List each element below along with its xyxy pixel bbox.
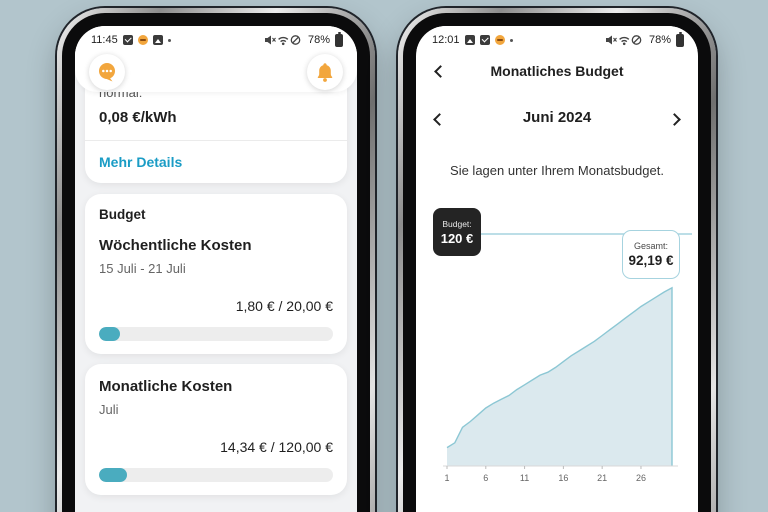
bell-icon: [317, 63, 333, 82]
x-axis-label: 26: [636, 473, 646, 483]
total-costs-label: Gesamt:: [633, 241, 668, 251]
speaker-muted-icon: [264, 35, 271, 45]
left-phone-bezel: 11:45 78%: [62, 13, 370, 512]
checkbox-icon: [479, 35, 490, 45]
x-axis-label: 16: [558, 473, 568, 483]
right-phone-mockup: 12:01 78%: [398, 8, 716, 512]
weekly-costs-period: 15 Juli - 21 Juli: [99, 261, 186, 276]
budget-chart: 1 6 11 16 21 26 Budget: 120 € Gesamt: 92,19 €: [416, 26, 698, 512]
weekly-costs-title: Wöchentliche Kosten: [99, 237, 252, 254]
speaker-muted-icon: [605, 35, 612, 45]
month-navigation: Juni 2024: [416, 106, 698, 130]
monthly-progress-fill: [99, 468, 128, 482]
budget-card: Budget Wöchentliche Kosten 15 Juli - 21 …: [85, 194, 347, 354]
scroll-content[interactable]: normal: 0,08 €/kWh Mehr Details Budget W…: [75, 50, 357, 512]
cumulative-cost-area: [447, 287, 672, 466]
wifi-icon: [278, 36, 289, 40]
budget-limit-value: 120 €: [440, 230, 474, 246]
weekly-progress-track: [99, 327, 333, 341]
monthly-costs-title: Monatliche Kosten: [99, 378, 233, 395]
left-phone-mockup: 11:45 78%: [57, 8, 375, 512]
more-details-link[interactable]: Mehr Details: [99, 154, 183, 170]
wifi-icon: [619, 36, 630, 40]
x-axis-label: 6: [483, 473, 488, 483]
budget-limit-label: Budget:: [442, 218, 472, 229]
divider: [85, 140, 347, 141]
month-label: Juni 2024: [522, 109, 592, 126]
budget-chart-svg: 1 6 11 16 21 26: [443, 233, 692, 483]
do-not-disturb-icon: [631, 35, 642, 45]
monthly-costs-period: Juli: [99, 402, 119, 417]
right-phone-screen: 12:01 78%: [416, 26, 698, 512]
app-header: [75, 50, 357, 92]
orange-app-icon: [494, 35, 505, 45]
chat-bubble-icon: [99, 63, 115, 82]
battery-percent: 78%: [648, 34, 671, 46]
x-axis-label: 21: [597, 473, 607, 483]
budget-card-title: Budget: [99, 207, 146, 222]
page-header: Monatliches Budget: [416, 58, 698, 84]
battery-icon: [335, 31, 343, 47]
monthly-progress-track: [99, 468, 333, 482]
page-title: Monatliches Budget: [490, 63, 624, 79]
total-costs-badge: Gesamt: 92,19 €: [622, 230, 680, 279]
right-status-bar: 12:01 78%: [416, 26, 698, 50]
gallery-icon: [464, 35, 475, 45]
status-system-icons: [264, 35, 301, 46]
battery-icon: [676, 31, 684, 47]
monthly-costs-value: 14,34 € / 120,00 €: [220, 439, 333, 455]
weekly-costs-value: 1,80 € / 20,00 €: [235, 298, 333, 314]
clock-text: 11:45: [91, 34, 118, 46]
tariff-price: 0,08 €/kWh: [99, 109, 177, 126]
speaker-x-icon: [272, 37, 276, 42]
orange-app-icon: [137, 35, 148, 45]
checkbox-icon: [122, 35, 133, 45]
cumulative-cost-line: [446, 286, 673, 466]
notifications-button[interactable]: [307, 54, 343, 90]
clock-text: 12:01: [432, 34, 460, 46]
budget-limit-badge: Budget: 120 €: [433, 208, 481, 256]
gallery-icon: [152, 35, 163, 45]
battery-percent: 78%: [307, 34, 330, 46]
total-costs-value: 92,19 €: [628, 253, 674, 268]
notification-dot-icon: [167, 38, 171, 42]
speaker-x-icon: [613, 37, 617, 42]
chat-button[interactable]: [89, 54, 125, 90]
x-axis-label: 1: [444, 473, 449, 483]
status-system-icons: [605, 35, 642, 46]
left-phone-screen: 11:45 78%: [75, 26, 357, 512]
notification-dot-icon: [509, 38, 513, 42]
monthly-costs-card: Monatliche Kosten Juli 14,34 € / 120,00 …: [85, 364, 347, 495]
right-phone-bezel: 12:01 78%: [403, 13, 711, 512]
x-axis-label: 11: [520, 473, 529, 483]
left-status-bar: 11:45 78%: [75, 26, 357, 50]
do-not-disturb-icon: [290, 35, 301, 45]
budget-status-message: Sie lagen unter Ihrem Monatsbudget.: [450, 163, 664, 178]
weekly-progress-fill: [99, 327, 121, 341]
